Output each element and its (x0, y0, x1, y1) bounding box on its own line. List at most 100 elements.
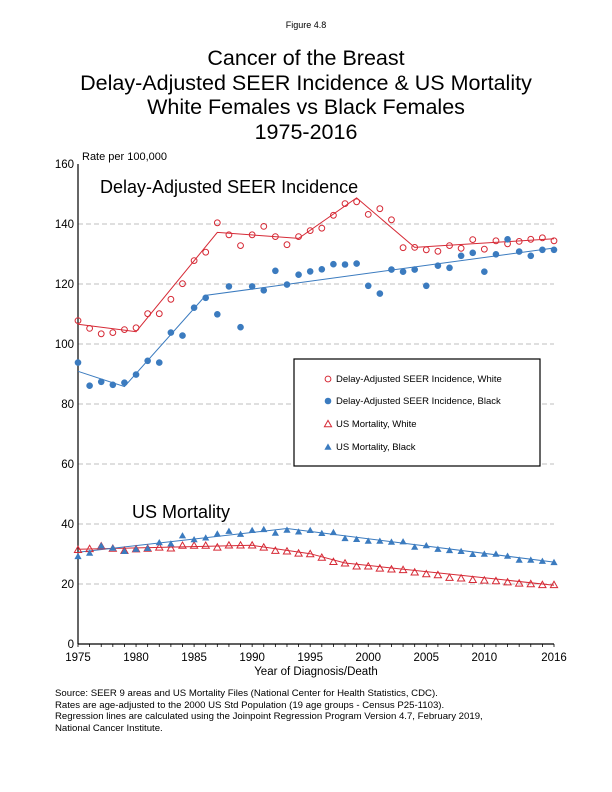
footnote-line-1: Source: SEER 9 areas and US Mortality Fi… (55, 688, 438, 699)
point-us-mortality-black-2016 (550, 558, 558, 566)
point-us-mortality-white-1991 (259, 542, 269, 551)
y-tick-label-100: 100 (55, 339, 74, 351)
point-us-mortality-black-2006 (434, 545, 442, 552)
x-axis-label: Year of Diagnosis/Death (254, 666, 378, 678)
point-us-mortality-white-2004 (410, 567, 420, 576)
point-us-mortality-white-2007 (445, 573, 454, 581)
trend-line-us-mortality-white (77, 544, 555, 586)
point-us-mortality-white-1994 (294, 548, 304, 557)
footnote-line-4: National Cancer Institute. (55, 722, 163, 734)
y-tick-label-140: 140 (55, 219, 74, 231)
x-tick-label-2010: 2010 (472, 652, 498, 664)
point-delay-adjusted-seer-incidence-white-2006 (434, 247, 442, 255)
point-us-mortality-white-2001 (375, 563, 385, 572)
y-tick-label-160: 160 (55, 159, 74, 171)
x-tick-label-1985: 1985 (181, 652, 207, 664)
point-us-mortality-white-1987 (212, 542, 222, 551)
point-delay-adjusted-seer-incidence-black-1979 (121, 379, 128, 387)
y-tick-label-0: 0 (68, 639, 74, 651)
point-us-mortality-white-2014 (526, 579, 536, 588)
legend-label-mortality-black: US Mortality, Black (336, 442, 416, 453)
point-us-mortality-white-1975 (73, 545, 83, 553)
point-delay-adjusted-seer-incidence-black-2013 (515, 248, 523, 255)
point-us-mortality-white-1983 (166, 543, 176, 552)
point-delay-adjusted-seer-incidence-white-2010 (480, 245, 488, 253)
y-tick-label-80: 80 (61, 399, 74, 411)
point-us-mortality-black-1987 (213, 530, 221, 537)
title-line-1: Cancer of the Breast (207, 46, 405, 70)
point-us-mortality-white-2009 (468, 575, 478, 583)
footnote-line-3: Regression lines are calculated using th… (55, 711, 483, 723)
point-us-mortality-white-1990 (247, 540, 257, 549)
x-tick-label-1975: 1975 (65, 652, 91, 664)
point-us-mortality-black-1994 (294, 528, 303, 535)
x-tick-label-1995: 1995 (297, 652, 323, 664)
point-delay-adjusted-seer-incidence-black-2015 (539, 246, 546, 254)
legend: Delay-Adjusted SEER Incidence, White Del… (293, 358, 541, 467)
point-us-mortality-black-2001 (376, 537, 384, 544)
point-delay-adjusted-seer-incidence-black-1988 (225, 283, 233, 290)
point-delay-adjusted-seer-incidence-black-2006 (434, 262, 442, 270)
point-delay-adjusted-seer-incidence-black-2010 (481, 268, 488, 276)
point-us-mortality-black-1993 (283, 526, 291, 533)
x-tick-label-1980: 1980 (123, 652, 149, 664)
legend-marker-delay-adjusted-seer-incidence-white (324, 375, 332, 383)
point-us-mortality-black-1979 (120, 547, 129, 554)
point-delay-adjusted-seer-incidence-black-2004 (411, 266, 418, 273)
point-delay-adjusted-seer-incidence-white-1980 (132, 324, 140, 332)
point-us-mortality-black-2010 (480, 550, 488, 557)
point-us-mortality-black-2002 (387, 538, 396, 545)
point-delay-adjusted-seer-incidence-black-1986 (202, 294, 210, 302)
point-us-mortality-black-1982 (155, 539, 163, 546)
footnote-line-2: Rates are age-adjusted to the 2000 US St… (55, 699, 445, 711)
point-delay-adjusted-seer-incidence-white-2000 (364, 211, 372, 218)
point-us-mortality-black-1995 (306, 526, 314, 533)
chart-title: Cancer of the Breast Delay-Adjusted SEER… (0, 46, 612, 144)
point-delay-adjusted-seer-incidence-black-1997 (330, 260, 337, 268)
point-us-mortality-black-1976 (86, 549, 94, 556)
legend-marker-delay-adjusted-seer-incidence-black (324, 397, 332, 405)
y-axis-label: Rate per 100,000 (82, 151, 167, 163)
point-delay-adjusted-seer-incidence-white-1975 (74, 317, 82, 325)
legend-box (293, 358, 541, 467)
point-us-mortality-white-2011 (491, 576, 501, 585)
point-us-mortality-white-2015 (537, 580, 547, 589)
point-delay-adjusted-seer-incidence-black-2007 (446, 264, 453, 272)
point-us-mortality-white-1996 (317, 552, 327, 561)
point-delay-adjusted-seer-incidence-white-2003 (399, 244, 407, 252)
point-delay-adjusted-seer-incidence-white-1984 (179, 280, 186, 288)
point-us-mortality-white-1993 (282, 546, 292, 555)
point-delay-adjusted-seer-incidence-white-1983 (167, 295, 175, 303)
point-delay-adjusted-seer-incidence-white-2011 (492, 237, 500, 245)
point-us-mortality-black-1989 (236, 530, 245, 537)
point-delay-adjusted-seer-incidence-black-1982 (155, 359, 163, 366)
point-delay-adjusted-seer-incidence-white-1986 (202, 248, 210, 256)
point-us-mortality-black-2005 (422, 542, 430, 549)
x-tick-label-2000: 2000 (355, 652, 381, 664)
point-delay-adjusted-seer-incidence-white-2013 (515, 238, 523, 245)
point-delay-adjusted-seer-incidence-white-1987 (213, 219, 221, 227)
point-us-mortality-white-1992 (270, 546, 280, 554)
point-delay-adjusted-seer-incidence-white-1995 (306, 227, 314, 235)
legend-marker-us-mortality-white (323, 419, 333, 428)
point-us-mortality-white-2002 (387, 564, 396, 573)
x-tick-label-1990: 1990 (239, 652, 265, 664)
point-us-mortality-black-1990 (248, 526, 256, 533)
y-tick-label-120: 120 (55, 279, 74, 291)
point-us-mortality-black-1997 (329, 528, 338, 536)
point-us-mortality-black-1996 (318, 529, 326, 536)
point-delay-adjusted-seer-incidence-black-1981 (144, 357, 151, 365)
point-delay-adjusted-seer-incidence-black-1994 (295, 271, 302, 279)
point-delay-adjusted-seer-incidence-white-1982 (155, 310, 163, 318)
title-line-3: White Females vs Black Females (147, 95, 465, 119)
point-us-mortality-white-1995 (305, 549, 315, 558)
y-tick-label-40: 40 (61, 519, 74, 531)
point-us-mortality-white-2016 (549, 580, 559, 589)
point-us-mortality-white-1982 (154, 542, 164, 551)
point-delay-adjusted-seer-incidence-black-1989 (237, 323, 244, 331)
point-us-mortality-black-1986 (202, 534, 210, 541)
point-delay-adjusted-seer-incidence-white-1977 (97, 330, 105, 338)
point-delay-adjusted-seer-incidence-black-1993 (283, 281, 291, 288)
point-delay-adjusted-seer-incidence-black-1999 (353, 260, 360, 267)
legend-label-incidence-white: Delay-Adjusted SEER Incidence, White (336, 374, 502, 385)
